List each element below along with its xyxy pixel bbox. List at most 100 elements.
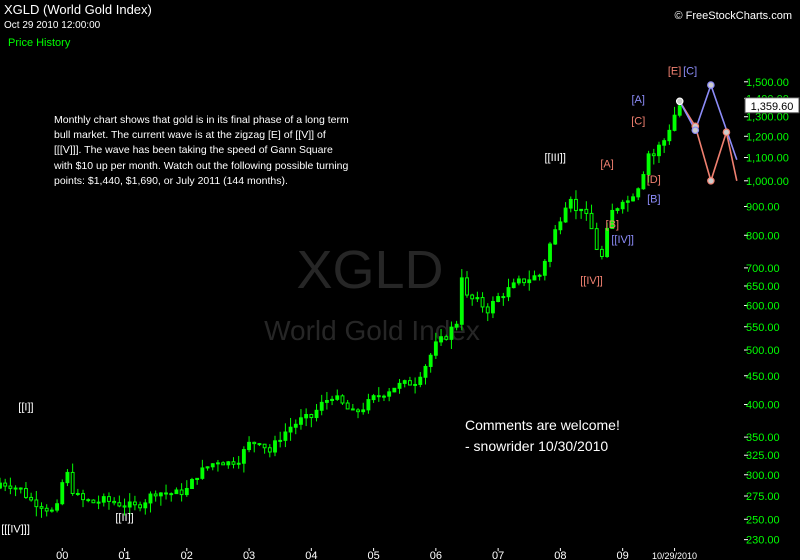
candle-body [283,431,288,441]
candle [491,296,495,319]
x-tick-label: 05 [367,550,379,560]
candle-body [143,502,148,509]
candle-body [651,153,656,157]
candle-body [241,449,246,464]
candle [506,278,511,302]
candle [584,201,589,221]
candle-body [330,398,335,402]
candle-body [96,501,101,504]
candle-body [579,208,584,212]
candle-body [226,461,231,466]
candle [288,417,293,441]
candle-body [169,493,174,496]
candle [470,293,475,306]
candle-body [584,208,589,214]
y-tick-label: 230.00 [746,535,780,547]
candle [366,393,371,414]
candle-body [501,296,506,299]
candle [3,478,8,492]
y-tick-label: 900.00 [746,202,780,214]
candle-body [278,439,283,442]
candle [631,193,635,202]
candle-body [231,461,236,465]
candle [153,490,158,502]
candle-body [361,409,366,413]
candle-body [335,395,340,400]
watermark: XGLD World Gold Index [264,240,480,346]
candle [112,497,117,506]
candle-body [13,487,18,490]
candle-body [184,487,189,496]
candle [636,187,641,201]
pivot-point [707,176,715,185]
wave-label: [[IV]] [611,234,634,246]
pivot-point [691,126,700,135]
candle [532,270,537,281]
candle-body [153,493,158,497]
candle [662,138,667,153]
candle [376,387,381,402]
comments-line: Comments are welcome! [465,417,620,433]
chart-title: XGLD (World Gold Index) [4,2,152,17]
candle [444,334,449,341]
candle-body [132,501,137,506]
y-tick-label: 650.00 [746,281,780,293]
candle-body [0,482,2,489]
wave-label: [E] [668,66,681,78]
candle-body [542,260,547,276]
candle-body [428,354,433,367]
candle-body [475,297,480,300]
candle [527,270,532,291]
y-tick-label: 400.00 [746,400,780,412]
candle-body [44,507,49,512]
y-tick-label: 600.00 [746,301,780,313]
candle [599,245,604,260]
candle [262,443,267,454]
candle [304,408,309,427]
candle-body [413,383,418,386]
x-tick-label: 07 [492,550,504,560]
candle-body [449,326,454,340]
candle-body [548,243,552,262]
candle-body [221,462,226,466]
candle [216,459,220,472]
y-tick-label: 275.00 [746,491,780,503]
candle-body [366,399,371,411]
y-tick-label: 1,100.00 [746,153,789,165]
candle-body [18,487,23,490]
candle [309,413,314,428]
candle-body [418,376,423,385]
candle [465,271,469,298]
price-history-label[interactable]: Price History [8,37,71,49]
candle [382,394,386,402]
candle-body [491,300,495,314]
candle-body [60,482,65,505]
candle [350,403,355,411]
candle [221,461,226,466]
candle [594,222,599,251]
candle-body [101,496,106,503]
candle [184,480,189,497]
x-tick-label: 02 [181,550,193,560]
candle-body [454,323,459,328]
candle-body [662,140,667,146]
candle-body [392,387,397,393]
candle [278,431,283,448]
candle [101,493,106,507]
candle [293,419,298,435]
brand-link[interactable]: © FreeStockCharts.com [674,10,792,22]
candle [143,499,148,515]
candle-body [558,221,563,231]
candle [657,141,661,163]
wave-label: [A] [600,159,613,171]
pivot-point [707,81,715,89]
candle [169,492,174,502]
candle-body [459,277,464,325]
candle-body [314,409,319,419]
candle [247,436,251,453]
candle-body [506,287,511,298]
candle-body [553,229,558,245]
projection-line [678,82,738,160]
candle [553,224,558,245]
candle [330,395,335,406]
